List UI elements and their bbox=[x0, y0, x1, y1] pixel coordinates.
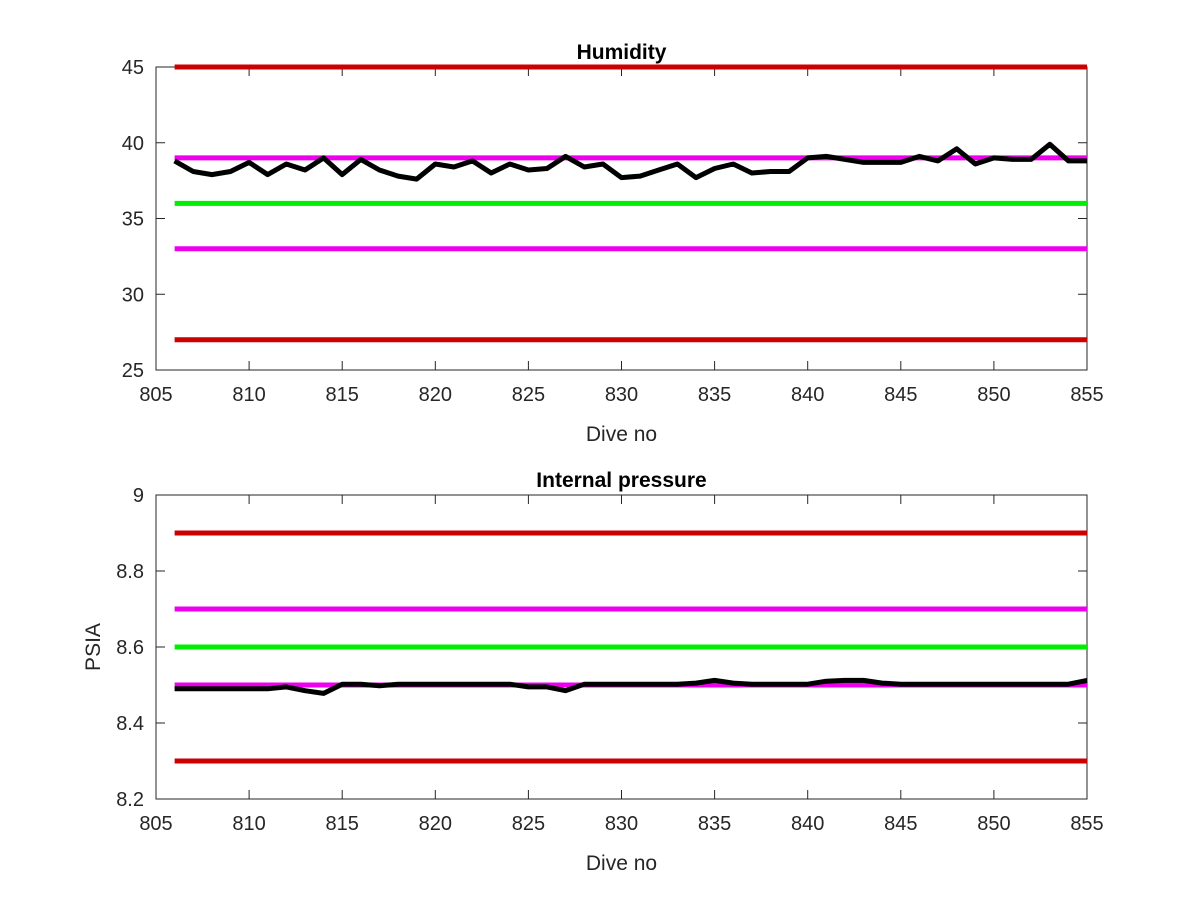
x-tick-label: 805 bbox=[139, 813, 172, 835]
x-tick-label: 835 bbox=[698, 384, 731, 406]
humidity-chart: 805 810 815 820 825 830 835 840 845 850 855 25 30 35 4… bbox=[122, 41, 1104, 446]
chart-title: Humidity bbox=[577, 41, 667, 64]
x-axis-label: Dive no bbox=[586, 852, 657, 875]
x-tick-label: 855 bbox=[1070, 384, 1103, 406]
y-axis-label: PSIA bbox=[82, 623, 105, 671]
chart-title: Internal pressure bbox=[536, 469, 706, 492]
x-tick-label: 820 bbox=[419, 813, 452, 835]
x-tick-label: 845 bbox=[884, 813, 917, 835]
plot-area-border bbox=[155, 66, 1088, 371]
y-tick-label: 30 bbox=[122, 284, 144, 306]
y-tick-label: 35 bbox=[122, 209, 144, 231]
x-tick-label: 840 bbox=[791, 813, 824, 835]
y-tick-label: 9 bbox=[133, 485, 144, 507]
x-tick-label: 810 bbox=[232, 813, 265, 835]
series-line bbox=[173, 141, 1087, 182]
y-tick-label: 25 bbox=[122, 360, 144, 382]
internal-pressure-chart: 805 810 815 820 825 830 835 840 845 850 855 8.2 8.4 8… bbox=[82, 469, 1104, 875]
x-tick-label: 850 bbox=[977, 813, 1010, 835]
x-tick-label: 840 bbox=[791, 384, 824, 406]
series-line bbox=[174, 677, 1088, 696]
x-tick-label: 805 bbox=[139, 384, 172, 406]
x-tick-label: 810 bbox=[232, 384, 265, 406]
y-tick-label: 8.2 bbox=[116, 789, 144, 811]
x-tick-label: 830 bbox=[605, 813, 638, 835]
y-tick-label: 8.8 bbox=[116, 561, 144, 583]
y-tick-label: 45 bbox=[122, 57, 144, 79]
x-tick-label: 815 bbox=[326, 813, 359, 835]
y-tick-label: 8.6 bbox=[116, 637, 144, 659]
x-tick-label: 835 bbox=[698, 813, 731, 835]
y-tick-label: 40 bbox=[122, 133, 144, 155]
x-axis-label: Dive no bbox=[586, 423, 657, 446]
y-tick-label: 8.4 bbox=[116, 713, 144, 735]
x-tick-label: 825 bbox=[512, 813, 545, 835]
x-tick-label: 845 bbox=[884, 384, 917, 406]
x-tick-label: 855 bbox=[1070, 813, 1103, 835]
x-tick-label: 820 bbox=[419, 384, 452, 406]
x-tick-label: 825 bbox=[512, 384, 545, 406]
x-tick-label: 815 bbox=[326, 384, 359, 406]
x-tick-label: 850 bbox=[977, 384, 1010, 406]
x-tick-label: 830 bbox=[605, 384, 638, 406]
